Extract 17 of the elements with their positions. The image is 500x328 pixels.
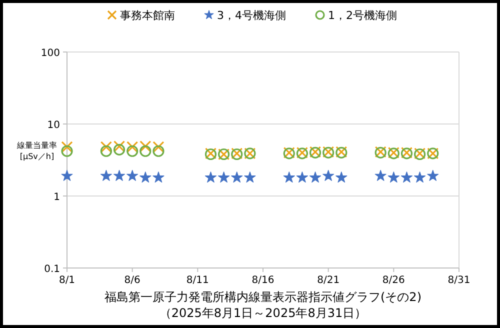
y-tick-label: 1	[54, 192, 60, 203]
x-tick-label: 8/1	[58, 275, 76, 286]
y-axis-title: 線量当量率 [μSv／h]	[16, 141, 57, 161]
x-tick-label: 8/26	[382, 275, 405, 286]
y-tick-label: 10	[47, 120, 60, 131]
y-tick-label: 100	[40, 48, 60, 59]
x-tick-label: 8/31	[448, 275, 470, 286]
y-tick-label: 0.1	[44, 264, 60, 275]
x-tick-label: 8/11	[186, 275, 209, 286]
legend-label: 3，4号機海側	[217, 9, 286, 22]
legend-label: 事務本館南	[120, 9, 175, 22]
x-tick-label: 8/6	[124, 275, 140, 286]
x-tick-label: 8/21	[317, 275, 340, 286]
text: （2025年8月1日～2025年8月31日）	[159, 306, 367, 320]
x-tick-label: 8/16	[252, 275, 274, 286]
legend-label: 1，2号機海側	[328, 9, 397, 22]
text: 福島第一原子力発電所構内線量表示器指示値グラフ(その2)	[104, 290, 422, 304]
